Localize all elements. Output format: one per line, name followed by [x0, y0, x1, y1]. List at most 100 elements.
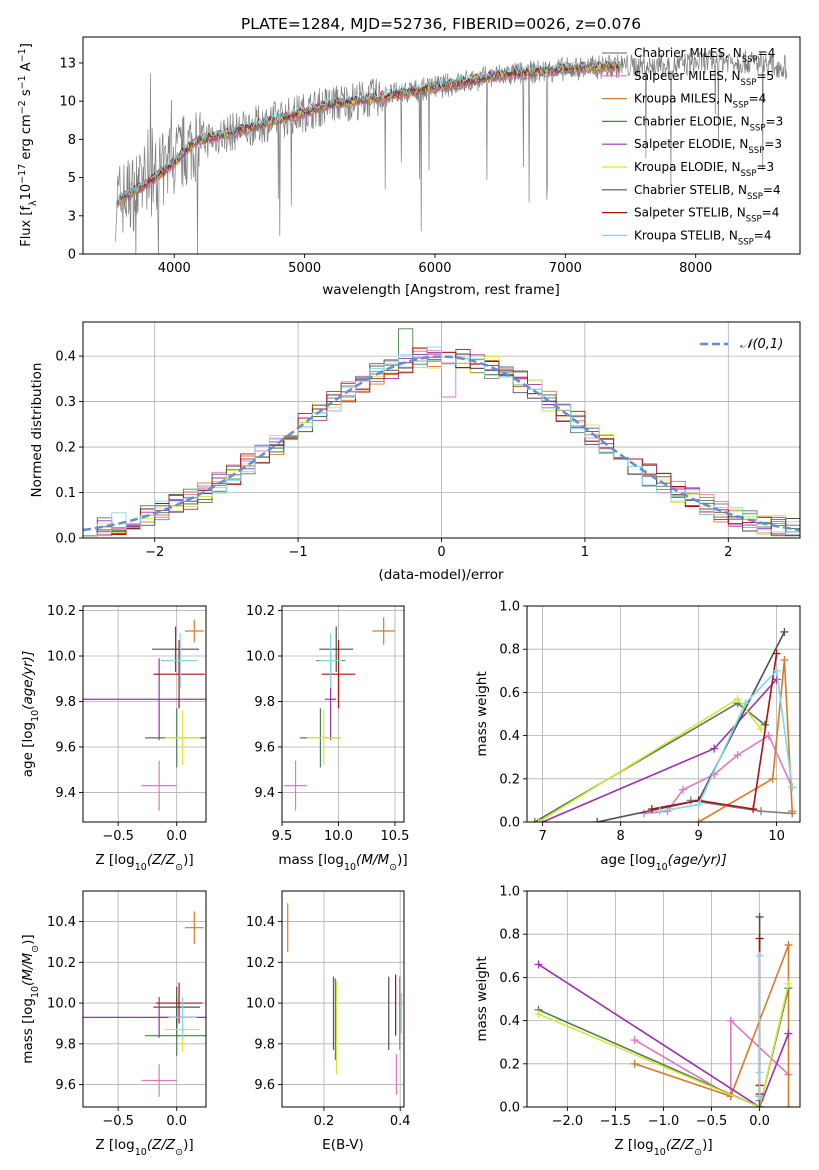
x-axis-label: Z [log10(Z/Z⊙)]: [614, 1137, 712, 1158]
legend-static: , N: [729, 206, 746, 220]
label-part: 10: [135, 1147, 147, 1158]
legend-static: =: [762, 206, 772, 220]
y-tick-label: 1.0: [499, 600, 520, 615]
x-tick-label: 0.0: [166, 1114, 187, 1129]
label-part: )]: [397, 852, 408, 868]
x-tick-label: 9: [694, 829, 702, 844]
y-tick-label: 9.8: [55, 1037, 76, 1052]
y-tick-label: 9.6: [254, 1078, 275, 1093]
legend-entry: 𝒩(0,1): [740, 337, 783, 352]
weight-line: [538, 697, 762, 822]
x-axis-label: Z [log10(Z/Z⊙)]: [95, 1137, 193, 1158]
legend-static: , N: [730, 183, 747, 197]
y-tick-label: 0.0: [499, 1101, 520, 1116]
label-part: )]: [183, 852, 194, 868]
y-tick-label: 10.2: [47, 604, 76, 619]
x-tick-label: 2: [724, 545, 732, 560]
label-part: (Z/Z: [147, 852, 176, 868]
y-axis-label: age [log10(age/yr)]: [20, 651, 41, 777]
model-spectrum-line: [116, 60, 620, 204]
legend-entry: Salpeter ELODIE, NSSP=3: [634, 137, 782, 156]
y-tick-label: 10.0: [246, 650, 275, 665]
panel-spectrum: 4000 5000 6000 7000 8000 0 3 5 8 10 13 Chabrier MIL…: [17, 15, 801, 298]
label-part: ]: [19, 43, 34, 48]
legend-name: Kroupa STELIB: [634, 228, 721, 242]
y-tick-label: 0.4: [499, 729, 520, 744]
legend-nssp: 3: [776, 114, 784, 128]
x-axis-label: Z [log10(Z/Z⊙)]: [95, 852, 193, 873]
x-axis-label: age [log10(age/yr)]: [600, 852, 726, 873]
y-tick-label: 0.8: [499, 643, 520, 658]
normal-curve: [83, 355, 800, 532]
y-tick-label: 9.8: [254, 1037, 275, 1052]
model-spectrum-line: [116, 60, 620, 204]
axes-frame: [82, 36, 801, 255]
label-part: 10: [654, 1147, 666, 1158]
y-tick-label: 9.4: [254, 786, 275, 801]
label-part: ⊙: [30, 945, 41, 953]
label-part: )]: [702, 1137, 713, 1153]
y-tick-label: 0.4: [55, 350, 76, 365]
y-tick-label: 0.0: [55, 532, 76, 547]
y-tick-label: 0.2: [55, 441, 76, 456]
label-part: −17: [17, 164, 28, 184]
label-part: erg cm: [19, 114, 34, 163]
legend-nssp: 3: [774, 137, 782, 151]
legend-static: =: [763, 183, 773, 197]
legend-name: Chabrier MILES: [634, 46, 725, 60]
x-tick-label: 5000: [288, 261, 321, 276]
legend-name: Chabrier STELIB: [634, 183, 730, 197]
axes-frame: [526, 605, 801, 823]
y-tick-label: 9.6: [254, 740, 275, 755]
axes-frame: [82, 605, 207, 823]
y-tick-label: 0.1: [55, 486, 76, 501]
axes-frame: [281, 890, 405, 1108]
y-tick-label: 0.3: [55, 395, 76, 410]
label-part: 10: [344, 862, 356, 873]
legend-name: Salpeter STELIB: [634, 206, 729, 220]
label-part: Z [log: [614, 1137, 653, 1153]
legend-static: =: [766, 114, 776, 128]
x-tick-label: 10.0: [324, 829, 353, 844]
label-part: 10: [19, 184, 34, 201]
label-part: )]: [20, 934, 36, 945]
x-tick-label: 0.2: [314, 1114, 335, 1129]
y-tick-label: 0: [68, 248, 76, 263]
plot-area: [287, 903, 402, 1095]
y-tick-label: 0.0: [499, 816, 520, 831]
legend-nssp: 4: [768, 46, 776, 60]
y-tick-label: 3: [68, 209, 76, 224]
x-tick-label: 10.5: [380, 829, 409, 844]
legend-entry: Chabrier STELIB, NSSP=4: [634, 183, 781, 202]
histogram-step: [83, 346, 800, 537]
legend-subscript: SSP: [738, 237, 754, 247]
label-part: )]: [183, 1137, 194, 1153]
legend-entry: Chabrier ELODIE, NSSP=3: [634, 114, 783, 133]
label-part: (M/M: [20, 952, 36, 985]
x-tick-label: 0.4: [390, 1114, 411, 1129]
label-part: mass [log: [278, 852, 344, 868]
legend-static: , N: [732, 137, 749, 151]
y-tick-label: 0.6: [499, 686, 520, 701]
y-tick-label: 10.4: [47, 915, 76, 930]
plot-area: [83, 619, 206, 811]
label-part: s: [19, 89, 34, 100]
weight-line: [651, 653, 778, 810]
legend-entry: Kroupa ELODIE, NSSP=3: [634, 160, 774, 179]
y-axis-label: mass weight: [474, 671, 490, 756]
weight-line: [542, 678, 778, 822]
y-tick-label: 8: [68, 133, 76, 148]
y-axis-label: mass [log10(M/M⊙)]: [20, 934, 41, 1063]
legend-subscript: SSP: [748, 146, 764, 156]
legend-entry: Kroupa STELIB, NSSP=4: [634, 228, 772, 247]
legend-subscript: SSP: [750, 123, 766, 133]
panel-age_vs_Z: −0.5 0.09.49.69.810.010.2Z [log10(Z/Z⊙)]a…: [20, 604, 207, 873]
legend-subscript: SSP: [733, 101, 749, 111]
y-tick-label: 9.6: [55, 740, 76, 755]
x-tick-label: 0.0: [749, 1114, 770, 1129]
x-axis-label: mass [log10(M/M⊙)]: [278, 852, 407, 873]
weight-line: [538, 983, 790, 1107]
y-tick-label: 9.4: [55, 786, 76, 801]
